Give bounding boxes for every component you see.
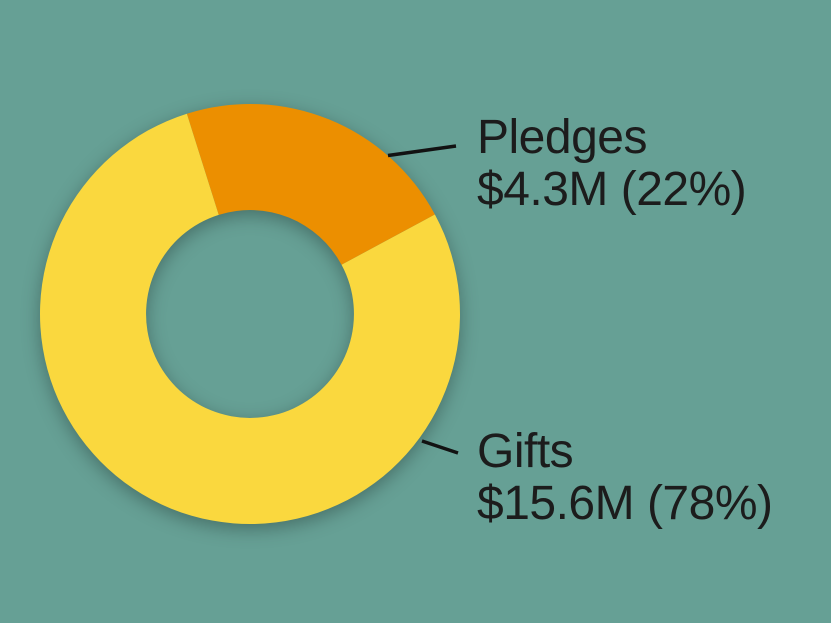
pledges-leader-line xyxy=(387,144,457,158)
pledges-slice[interactable] xyxy=(186,103,435,265)
donut-slices xyxy=(40,103,461,524)
gifts-value: $15.6M (78%) xyxy=(477,477,773,530)
callout-pledges: Pledges $4.3M (22%) xyxy=(477,111,747,216)
gifts-slice[interactable] xyxy=(40,113,461,524)
pledges-value: $4.3M (22%) xyxy=(477,163,747,216)
gifts-label: Gifts xyxy=(477,425,574,478)
gifts-leader-line xyxy=(421,439,459,455)
callout-gifts: Gifts $15.6M (78%) xyxy=(477,425,773,530)
pledges-label: Pledges xyxy=(477,111,647,164)
